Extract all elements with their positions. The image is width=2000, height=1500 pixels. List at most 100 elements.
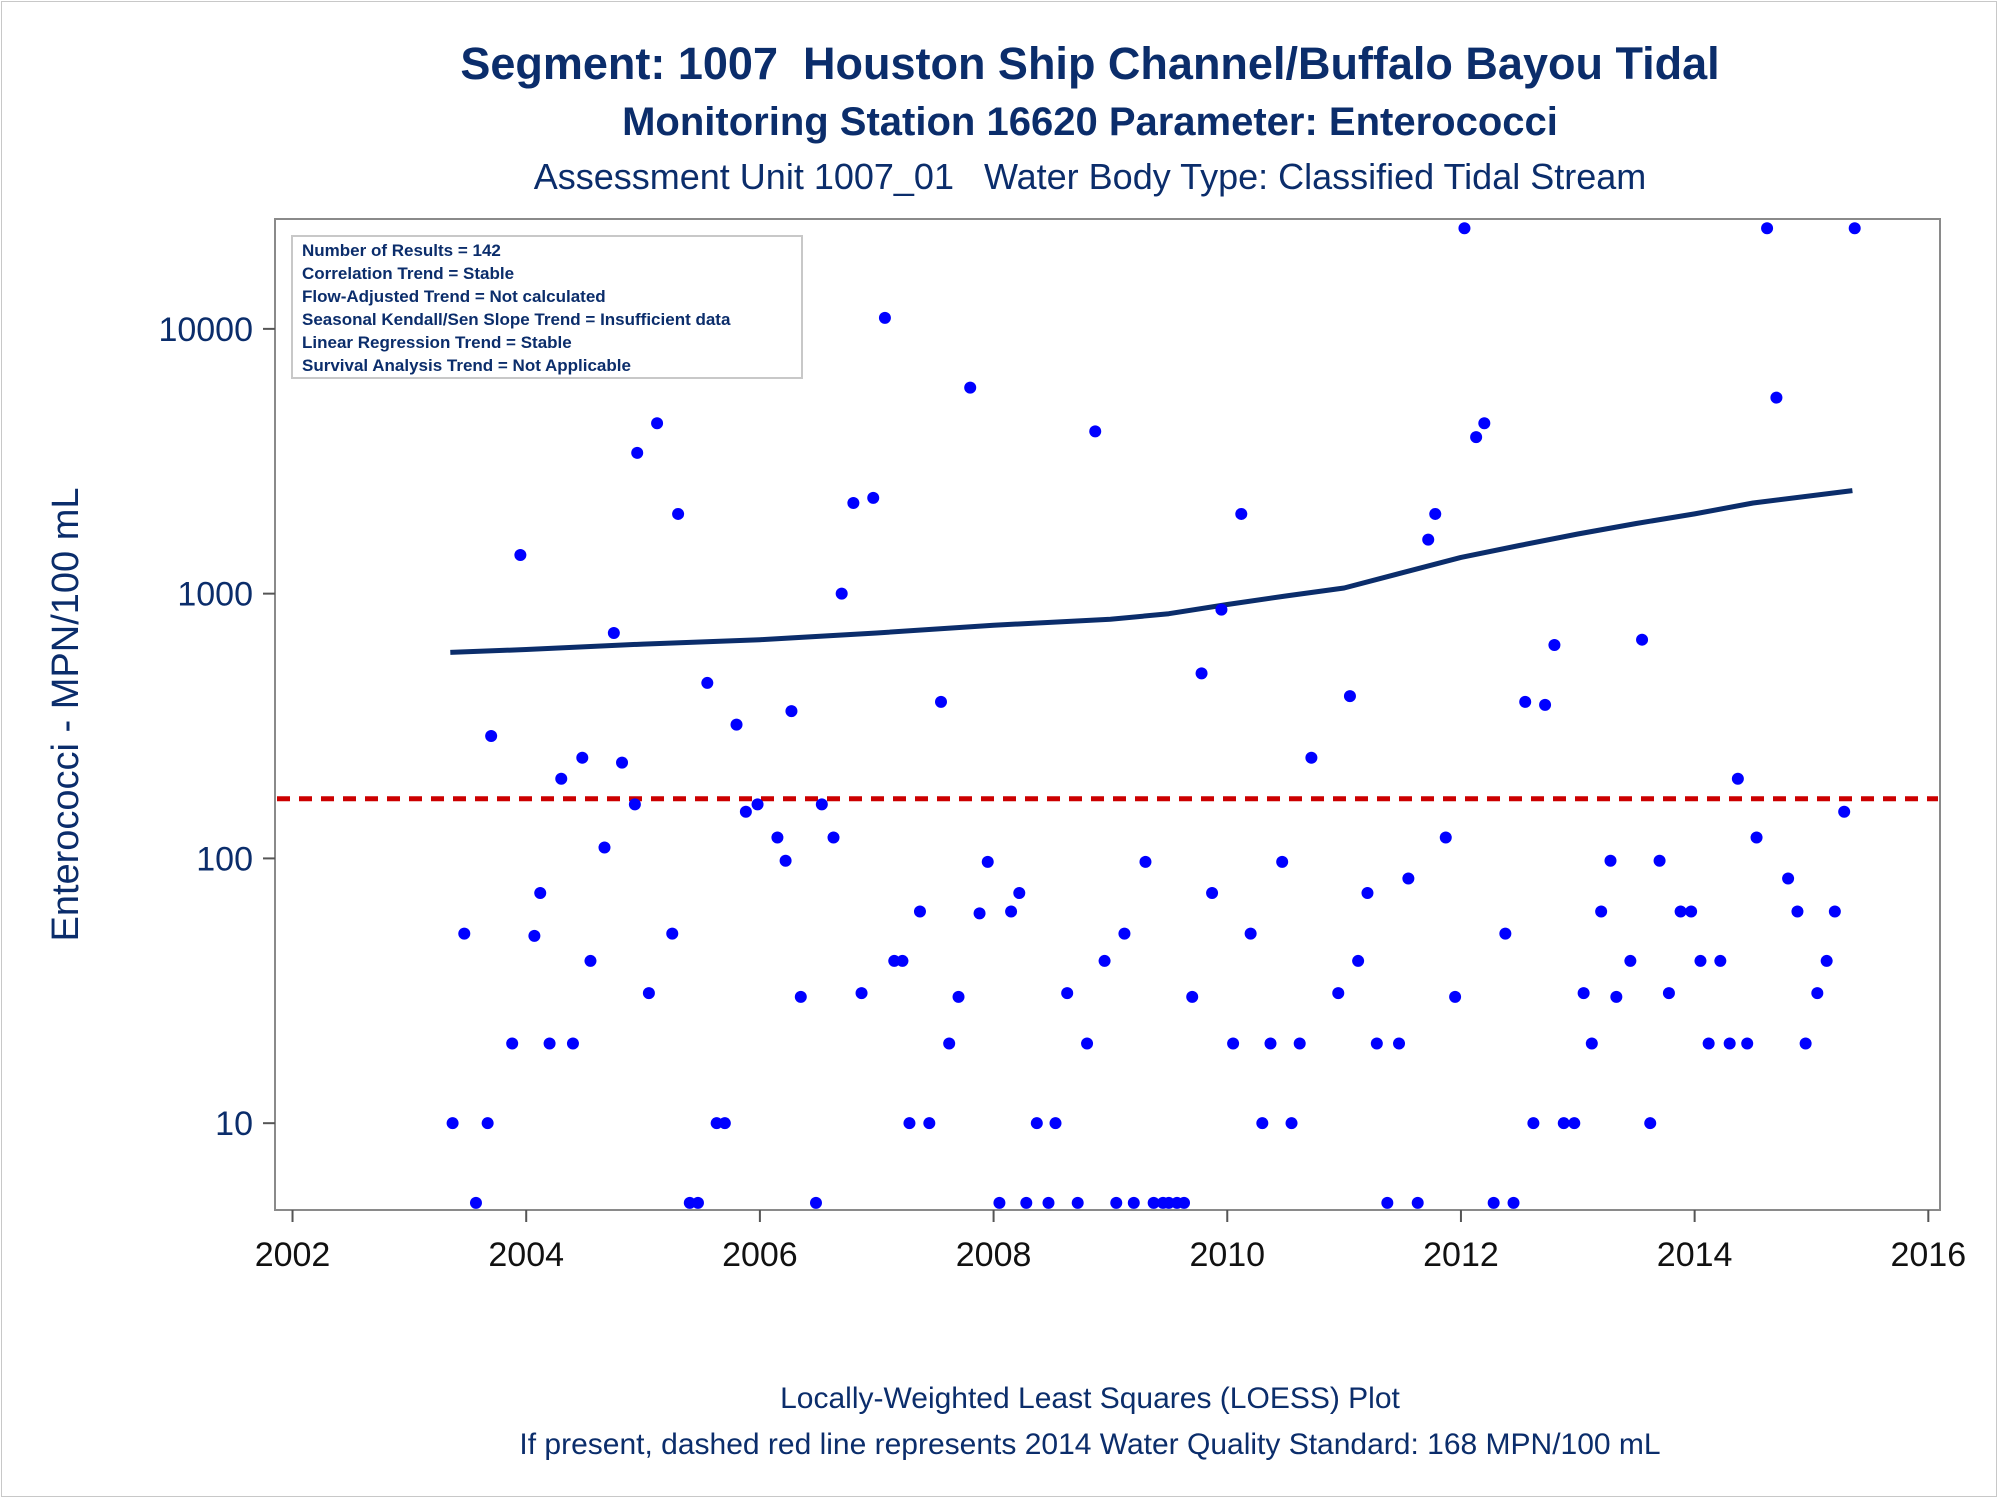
data-point xyxy=(855,987,868,1000)
data-point xyxy=(779,854,792,867)
data-point xyxy=(794,990,807,1003)
data-point xyxy=(543,1037,556,1050)
data-point xyxy=(1422,533,1435,546)
data-point xyxy=(1332,987,1345,1000)
data-point xyxy=(1264,1037,1277,1050)
data-point xyxy=(847,496,860,509)
data-point xyxy=(878,311,891,324)
stats-line: Linear Regression Trend = Stable xyxy=(302,333,572,352)
stats-box xyxy=(291,235,803,379)
data-point xyxy=(1694,954,1707,967)
data-point xyxy=(1110,1196,1123,1209)
data-point xyxy=(584,954,597,967)
data-point xyxy=(514,548,527,561)
data-point xyxy=(1195,667,1208,680)
data-point xyxy=(1770,391,1783,404)
data-point xyxy=(1636,633,1649,646)
data-point xyxy=(1227,1037,1240,1050)
data-point xyxy=(528,929,541,942)
x-tick-label: 2012 xyxy=(1423,1236,1499,1274)
footnote-loess: Locally-Weighted Least Squares (LOESS) P… xyxy=(780,1382,1400,1415)
data-point xyxy=(1020,1196,1033,1209)
data-point xyxy=(1071,1196,1084,1209)
data-point xyxy=(1285,1117,1298,1130)
data-point xyxy=(1478,417,1491,430)
data-point xyxy=(1811,987,1824,1000)
data-point xyxy=(1487,1196,1500,1209)
data-point xyxy=(1799,1037,1812,1050)
data-point xyxy=(1030,1117,1043,1130)
x-tick-label: 2002 xyxy=(255,1236,331,1274)
data-point xyxy=(534,887,547,900)
data-point xyxy=(1685,905,1698,918)
footnote-standard: If present, dashed red line represents 2… xyxy=(519,1428,1661,1461)
data-point xyxy=(1674,905,1687,918)
stats-line: Correlation Trend = Stable xyxy=(302,264,514,283)
data-point xyxy=(1089,425,1102,438)
data-point xyxy=(458,927,471,940)
x-tick-label: 2006 xyxy=(722,1236,798,1274)
data-point xyxy=(809,1196,822,1209)
chart-title: Segment: 1007 Houston Ship Channel/Buffa… xyxy=(460,38,1720,89)
data-point xyxy=(1702,1037,1715,1050)
data-point xyxy=(923,1117,936,1130)
data-point xyxy=(566,1037,579,1050)
data-point xyxy=(1186,990,1199,1003)
data-point xyxy=(598,841,611,854)
data-point xyxy=(1361,887,1374,900)
data-point xyxy=(1568,1117,1581,1130)
data-point xyxy=(1828,905,1841,918)
data-point xyxy=(506,1037,519,1050)
data-point xyxy=(1548,638,1561,651)
data-point xyxy=(1539,698,1552,711)
data-point xyxy=(1042,1196,1055,1209)
y-tick-label: 100 xyxy=(196,840,253,878)
data-point xyxy=(1381,1196,1394,1209)
stats-line: Flow-Adjusted Trend = Not calculated xyxy=(302,287,606,306)
data-point xyxy=(666,927,679,940)
data-point xyxy=(964,381,977,394)
data-point xyxy=(1741,1037,1754,1050)
data-point xyxy=(1782,872,1795,885)
data-point xyxy=(1577,987,1590,1000)
data-point xyxy=(1235,507,1248,520)
data-point xyxy=(1820,954,1833,967)
data-point xyxy=(1049,1117,1062,1130)
data-point xyxy=(1343,690,1356,703)
data-point xyxy=(691,1196,704,1209)
data-point xyxy=(1761,222,1774,235)
plot-area xyxy=(274,218,1941,1211)
data-point xyxy=(481,1117,494,1130)
data-point xyxy=(1206,887,1219,900)
data-point xyxy=(628,798,641,811)
data-point xyxy=(1624,954,1637,967)
data-point xyxy=(1604,854,1617,867)
data-point xyxy=(867,491,880,504)
data-point xyxy=(827,831,840,844)
data-point xyxy=(1393,1037,1406,1050)
data-point xyxy=(1499,927,1512,940)
data-point xyxy=(576,751,589,764)
data-point xyxy=(1429,507,1442,520)
y-tick-label: 10000 xyxy=(158,311,253,349)
data-point xyxy=(469,1196,482,1209)
data-point xyxy=(1731,772,1744,785)
data-point xyxy=(1352,954,1365,967)
data-point xyxy=(1791,905,1804,918)
data-point xyxy=(1848,222,1861,235)
data-point xyxy=(631,446,644,459)
data-point xyxy=(1838,805,1851,818)
data-point xyxy=(446,1117,459,1130)
data-point xyxy=(1118,927,1131,940)
data-point xyxy=(1293,1037,1306,1050)
data-point xyxy=(896,954,909,967)
data-point xyxy=(1276,855,1289,868)
data-point xyxy=(1653,854,1666,867)
data-point xyxy=(485,729,498,742)
data-point xyxy=(672,507,685,520)
data-point xyxy=(1449,990,1462,1003)
data-point xyxy=(1005,905,1018,918)
data-point xyxy=(785,705,798,718)
stats-line: Seasonal Kendall/Sen Slope Trend = Insuf… xyxy=(302,310,731,329)
